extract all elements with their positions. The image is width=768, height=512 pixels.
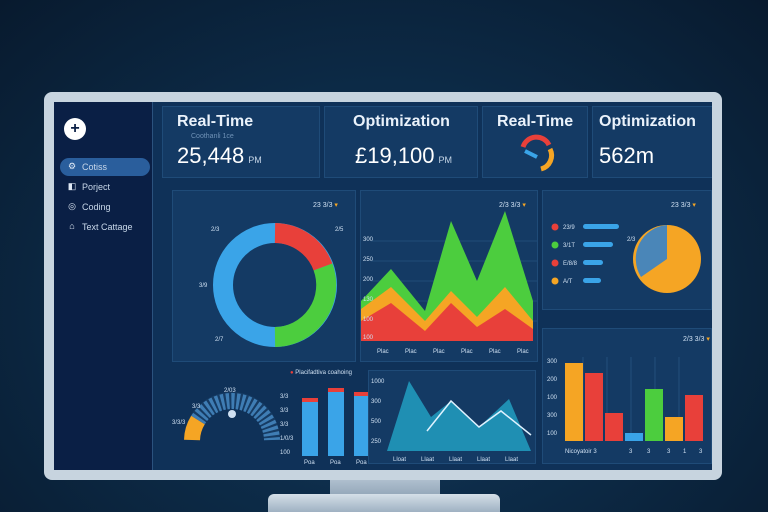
y-tick: 300 — [547, 359, 558, 365]
y-tick: 100 — [363, 335, 374, 341]
x-tick: 3 — [647, 449, 651, 455]
bars-chart: 3/3 3/3 3/3 1/0/3 100 Poa Poa Poa — [280, 388, 370, 466]
sidebar: + ⚙ Cotiss ◧ Porject ◎ Coding ⌂ Text Cat… — [54, 102, 153, 470]
kpi-title: Real-Time — [177, 113, 254, 130]
x-tick: Lloat — [393, 457, 406, 463]
y-tick: 1000 — [371, 379, 385, 385]
y-tick: 100 — [547, 395, 558, 401]
coding-icon: ◎ — [68, 201, 76, 211]
kpi-card-optimization-2[interactable]: Optimization 562m — [592, 106, 712, 178]
x-tick: Plac — [517, 349, 529, 355]
donut-label: 2/3 — [211, 227, 220, 233]
pie-label: 2/3 — [627, 237, 636, 243]
column-header: 2/3 3/3 ▾ — [683, 336, 710, 343]
x-tick: Poa — [356, 460, 367, 466]
donut-panel[interactable]: 23 3/3 ▾ 2/3 2/5 3/9 2/7 — [172, 190, 356, 362]
donut-label: 2/7 — [215, 337, 224, 343]
y-tick: 250 — [363, 257, 374, 263]
monitor-stand-base — [268, 494, 500, 512]
x-tick: Llaat — [477, 457, 490, 463]
legend-label: 23/9 — [563, 225, 575, 231]
area-chart-panel[interactable]: 2/3 3/3 ▾ 300 250 200 130 100 100 Plac P… — [360, 190, 538, 362]
monitor-frame: + ⚙ Cotiss ◧ Porject ◎ Coding ⌂ Text Cat… — [44, 92, 722, 480]
gauge-label: 3/3 — [192, 404, 201, 410]
sidebar-item-cotiss[interactable]: ⚙ Cotiss — [60, 158, 150, 176]
donut-label: 3/9 — [199, 283, 208, 289]
kpi-title: Real-Time — [497, 113, 574, 130]
x-tick: 3 — [667, 449, 671, 455]
settings-icon: ⚙ — [67, 161, 77, 171]
x-tick: Llaat — [505, 457, 518, 463]
y-tick: 200 — [363, 277, 374, 283]
x-tick: Nicoyatoir 3 — [565, 449, 597, 455]
legend-pie-panel[interactable]: 23 3/3 ▾ 23/9 3/1T E/8/8 A/T 2/3 — [542, 190, 712, 310]
x-tick: Llaat — [421, 457, 434, 463]
gauge-label: 2/03 — [224, 388, 236, 394]
x-tick: 1 — [683, 449, 687, 455]
y-tick: 500 — [371, 419, 382, 425]
y-tick: 100 — [280, 450, 291, 456]
y-tick: 3/3 — [280, 422, 289, 428]
y-tick: 250 — [371, 439, 382, 445]
triangle-area-chart: 1000 300 500 250 Lloat Llaat Llaat Llaat… — [371, 379, 532, 463]
y-tick: 300 — [547, 413, 558, 419]
sidebar-item-text-cattage[interactable]: ⌂ Text Cattage — [60, 218, 150, 236]
kpi-title: Optimization — [599, 113, 696, 130]
kpi-value: £19,100 PM — [355, 143, 453, 168]
x-tick: 3 — [629, 449, 633, 455]
donut-label: 2/5 — [335, 227, 344, 233]
kpi-title: Optimization — [353, 113, 450, 130]
bars-title: ● Placifadtiva coahoing — [290, 370, 353, 376]
sidebar-item-coding[interactable]: ◎ Coding — [68, 201, 111, 212]
y-tick: 3/3 — [280, 408, 289, 414]
legend-label: E/8/8 — [563, 261, 578, 267]
x-tick: Llaat — [449, 457, 462, 463]
y-tick: 300 — [363, 237, 374, 243]
legend-label: 3/1T — [563, 243, 575, 249]
area-chart: 300 250 200 130 100 100 Plac Plac Plac P… — [361, 211, 537, 355]
sidebar-item-project[interactable]: ◧ Porject — [67, 181, 111, 192]
kpi-value: 25,448 PM — [177, 143, 262, 168]
x-tick: Plac — [489, 349, 501, 355]
storage-icon: ⌂ — [69, 221, 75, 231]
column-chart: 300 200 100 300 100 Nicoyatoir 3 3 3 3 1… — [547, 357, 703, 455]
y-tick: 3/3 — [280, 394, 289, 400]
project-icon: ◧ — [67, 181, 77, 191]
legend-pie-chart: 23/9 3/1T E/8/8 A/T 2/3 — [551, 223, 701, 293]
column-chart-panel[interactable]: 2/3 3/3 ▾ 300 200 100 300 100 Nicoyatoir… — [542, 328, 712, 464]
kpi-subtitle: Coothanli 1ce — [191, 133, 234, 140]
x-tick: Poa — [304, 460, 315, 466]
logo[interactable]: + — [64, 118, 86, 140]
kpi-card-optimization-1[interactable]: Optimization £19,100 PM — [324, 106, 478, 178]
x-tick: Plac — [405, 349, 417, 355]
kpi-card-realtime-2[interactable]: Real-Time — [482, 106, 588, 178]
kpi-card-realtime-1[interactable]: Real-Time Coothanli 1ce 25,448 PM — [162, 106, 320, 178]
legend-pie-header: 23 3/3 ▾ — [671, 202, 696, 209]
y-tick: 300 — [371, 399, 382, 405]
y-tick: 1/0/3 — [280, 436, 294, 442]
kpi-value: 562m — [599, 143, 655, 168]
x-tick: Poa — [330, 460, 341, 466]
donut-chart: 2/3 2/5 3/9 2/7 — [199, 223, 344, 347]
x-tick: Plac — [461, 349, 473, 355]
y-tick: 100 — [547, 431, 558, 437]
y-tick: 200 — [547, 377, 558, 383]
triangle-area-panel[interactable]: 1000 300 500 250 Lloat Llaat Llaat Llaat… — [368, 370, 536, 464]
dashboard-screen: + ⚙ Cotiss ◧ Porject ◎ Coding ⌂ Text Cat… — [54, 102, 712, 470]
legend-label: A/T — [563, 279, 573, 285]
donut-header: 23 3/3 ▾ — [313, 202, 338, 209]
realtime-ring-icon — [520, 134, 555, 172]
y-tick: 130 — [363, 297, 374, 303]
area-header: 2/3 3/3 ▾ — [499, 202, 526, 209]
bars-panel[interactable]: ● Placifadtiva coahoing 3/3 3/3 3/3 1/0/… — [278, 368, 378, 466]
gauge-label: 3/3/3 — [172, 420, 186, 426]
x-tick: Plac — [377, 349, 389, 355]
y-tick: 100 — [363, 317, 374, 323]
gauge-chart[interactable]: 2/03 3/3/3 3/3 — [172, 378, 288, 458]
x-tick: 3 — [699, 449, 703, 455]
x-tick: Plac — [433, 349, 445, 355]
